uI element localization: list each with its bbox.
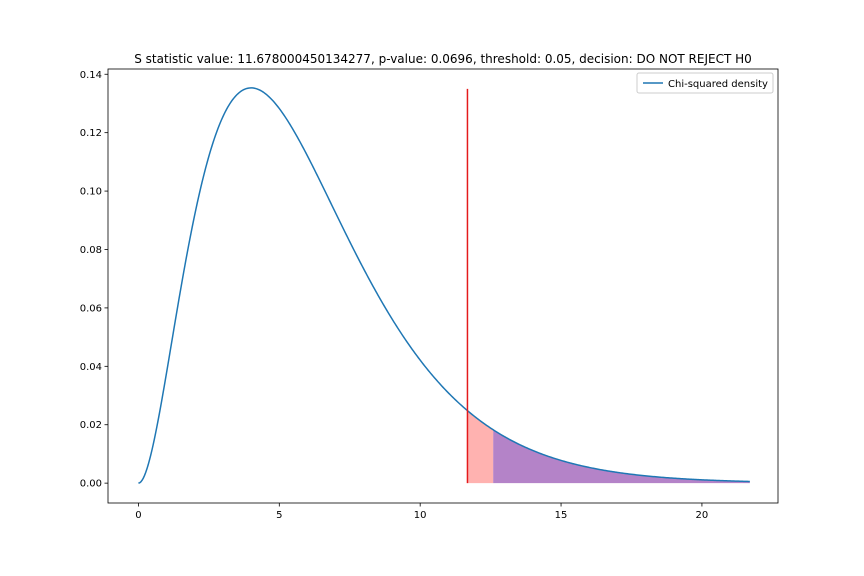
axes-frame [107,68,779,504]
y-tick-label: 0.14 [80,70,102,81]
chart-title: S statistic value: 11.678000450134277, p… [134,52,752,66]
x-tick-label: 20 [696,510,709,521]
density-curve [138,87,750,484]
legend: Chi-squared density [636,72,774,94]
x-tick-label: 10 [414,510,427,521]
x-tick-label: 5 [276,510,282,521]
plot-area [138,87,750,484]
shaded-region-2 [493,429,750,484]
x-tick-label: 0 [135,510,141,521]
y-tick-label: 0.04 [80,362,102,373]
y-tick-label: 0.12 [80,128,102,139]
y-tick-label: 0.10 [80,187,102,198]
y-tick-label: 0.00 [80,479,102,490]
axes: 0 5 10 15 20 0.00 0.02 0.04 0.06 0.08 0.10 0.12 0.14 [80,68,779,521]
y-tick-label: 0.02 [80,420,102,431]
shaded-region-1 [467,410,494,484]
legend-box [636,72,774,94]
y-tick-label: 0.08 [80,245,102,256]
legend-label: Chi-squared density [668,79,768,90]
x-tick-label: 15 [555,510,568,521]
y-tick-label: 0.06 [80,303,102,314]
